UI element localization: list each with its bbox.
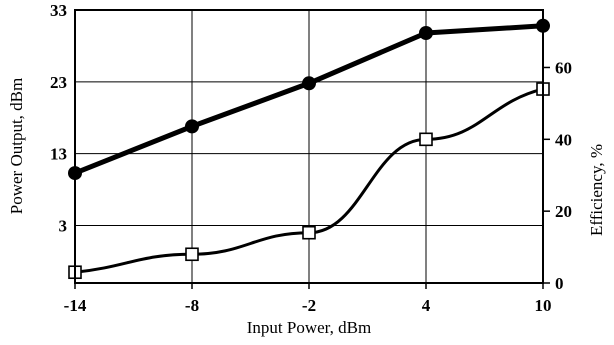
- power-output-point-2: [302, 76, 316, 91]
- x-tick-1: -8: [185, 296, 199, 315]
- y-tick-left-0: 3: [59, 217, 68, 236]
- y-axis-title-right: Efficiency, %: [587, 144, 606, 236]
- y-tick-right-3: 60: [555, 58, 572, 77]
- power-output-point-3: [419, 25, 433, 40]
- series-line-efficiency: [74, 87, 544, 274]
- efficiency-point-2: [302, 225, 316, 240]
- y-axis-title-left: Power Output, dBm: [7, 78, 26, 214]
- x-axis-title: Input Power, dBm: [247, 318, 371, 337]
- efficiency-point-1: [185, 247, 199, 262]
- x-tick-2: -2: [302, 296, 316, 315]
- tick-layer: 3 13 23 33 -14 -8 -2 4 100 20 40 60: [50, 1, 572, 315]
- x-tick-3: 4: [422, 296, 431, 315]
- efficiency-point-3: [419, 132, 433, 147]
- y-tick-left-1: 13: [50, 145, 67, 164]
- y-tick-left-2: 23: [50, 73, 67, 92]
- power-output-point-1: [185, 119, 199, 134]
- y-tick-right-1: 20: [555, 202, 572, 221]
- x-tick-0: -14: [64, 296, 87, 315]
- x-tick-4: 10: [535, 296, 552, 315]
- y-tick-right-2: 40: [555, 130, 572, 149]
- y-tick-right-0: 0: [555, 274, 564, 293]
- y-tick-left-3: 33: [50, 1, 67, 20]
